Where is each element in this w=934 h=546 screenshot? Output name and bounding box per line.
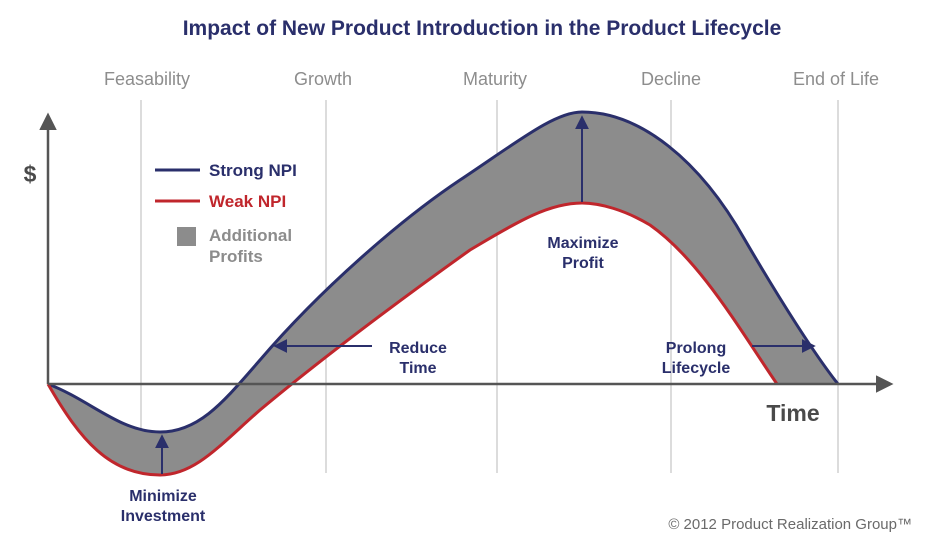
reduce-label-1: Reduce <box>389 340 447 357</box>
legend-strong-label: Strong NPI <box>209 161 297 180</box>
maximize-label-1: Maximize <box>547 235 618 252</box>
copyright-notice: © 2012 Product Realization Group™ <box>668 516 912 533</box>
phase-label-decline: Decline <box>641 69 701 89</box>
legend-area-swatch <box>177 227 196 246</box>
phase-label-feasability: Feasability <box>104 69 190 89</box>
weak-npi-curve <box>46 201 779 477</box>
reduce-label-2: Time <box>399 360 436 377</box>
additional-profits-area <box>48 112 838 475</box>
maximize-label-2: Profit <box>562 255 604 272</box>
y-axis-label: $ <box>24 161 37 187</box>
phase-label-maturity: Maturity <box>463 69 527 89</box>
minimize-label-2: Investment <box>121 508 206 525</box>
strong-npi-curve <box>47 110 840 434</box>
x-axis-label: Time <box>766 400 819 426</box>
legend-weak-label: Weak NPI <box>209 192 286 211</box>
phase-label-end-of-life: End of Life <box>793 69 879 89</box>
phase-label-growth: Growth <box>294 69 352 89</box>
legend-area-label-1: Additional <box>209 226 292 245</box>
minimize-label-1: Minimize <box>129 488 197 505</box>
prolong-label-1: Prolong <box>666 340 726 357</box>
chart-title: Impact of New Product Introduction in th… <box>183 17 782 40</box>
legend-area-label-2: Profits <box>209 247 263 266</box>
prolong-label-2: Lifecycle <box>662 360 731 377</box>
